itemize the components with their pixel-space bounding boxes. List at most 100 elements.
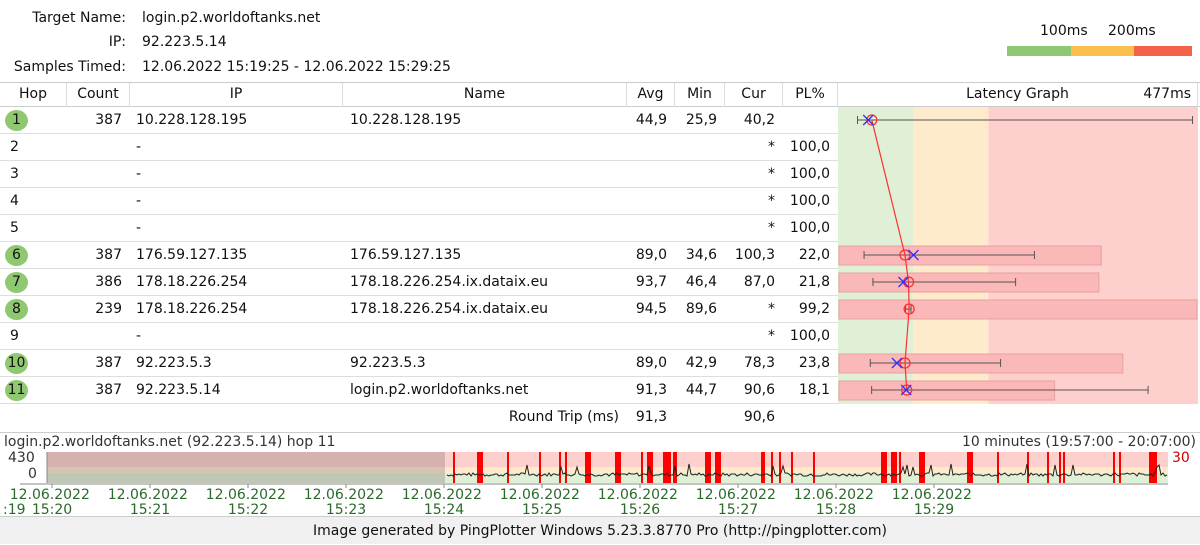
legend-100ms: 100ms — [1040, 23, 1088, 39]
cur-marker — [862, 114, 874, 126]
packet-loss-marker — [615, 452, 621, 483]
hop-ip: 178.18.226.254 — [136, 274, 248, 290]
table-row[interactable]: 2 - * 100,0 — [0, 134, 838, 161]
packet-loss-marker — [899, 452, 901, 483]
packet-loss-marker — [761, 452, 763, 483]
hop-ip: 10.228.128.195 — [136, 112, 248, 128]
packet-loss-marker — [891, 452, 897, 483]
hop-number-badge: 11 — [5, 380, 28, 401]
hop-number: 3 — [10, 166, 19, 182]
hop-number-badge: 1 — [5, 110, 28, 131]
x-tick-label: 12.06.2022 15:25 — [500, 487, 585, 517]
hop-ip: - — [136, 220, 142, 236]
hop-pl: 100,0 — [789, 220, 830, 236]
hop-cur: 90,6 — [743, 382, 775, 398]
hop-pl: 100,0 — [789, 193, 830, 209]
hop-ip: - — [136, 139, 142, 155]
legend-red — [1134, 46, 1192, 56]
packet-loss-marker — [565, 452, 567, 483]
packet-loss-marker — [971, 452, 973, 483]
col-cur[interactable]: Cur — [725, 83, 783, 107]
table-row[interactable]: 3 - * 100,0 — [0, 161, 838, 188]
table-row[interactable]: 11 387 92.223.5.14 login.p2.worldoftanks.… — [0, 377, 838, 404]
packet-loss-marker — [705, 452, 711, 483]
hop-count: 239 — [95, 301, 122, 317]
col-pl[interactable]: PL% — [783, 83, 838, 107]
packet-loss-marker — [477, 452, 483, 483]
x-tick-label: 12.06.2022 15:27 — [696, 487, 781, 517]
table-row[interactable]: 1 387 10.228.128.195 10.228.128.195 44,9 … — [0, 107, 838, 134]
footer-credit: Image generated by PingPlotter Windows 5… — [0, 516, 1200, 544]
table-row[interactable]: 8 239 178.18.226.254 178.18.226.254.ix.da… — [0, 296, 838, 323]
hop-number-badge: 6 — [5, 245, 28, 266]
round-trip-avg: 91,3 — [635, 409, 667, 425]
col-ip[interactable]: IP — [130, 83, 343, 107]
packet-loss-marker — [559, 452, 561, 483]
avg-marker — [901, 384, 913, 396]
hop-pl: 18,1 — [798, 382, 830, 398]
samples-range: 12.06.2022 15:19:25 - 12.06.2022 15:29:2… — [142, 59, 451, 75]
packet-loss-bar — [838, 299, 1198, 320]
latency-trace — [446, 463, 1168, 478]
hop-cur: * — [768, 166, 775, 182]
hop-count: 386 — [95, 274, 122, 290]
hop-cur: * — [768, 139, 775, 155]
hop-cur: 78,3 — [743, 355, 775, 371]
hop-cur: * — [768, 328, 775, 344]
col-count[interactable]: Count — [67, 83, 130, 107]
hop-ip: 178.18.226.254 — [136, 301, 248, 317]
hop-cur: 40,2 — [743, 112, 775, 128]
hop-count: 387 — [95, 382, 122, 398]
hop-count — [67, 188, 122, 214]
col-latency-graph[interactable]: Latency Graph 477ms — [838, 83, 1198, 107]
packet-loss-marker — [647, 452, 653, 483]
col-hop[interactable]: Hop — [0, 83, 67, 107]
cur-marker — [908, 249, 919, 261]
hop-avg: 44,9 — [635, 112, 667, 128]
table-row[interactable]: 10 387 92.223.5.3 92.223.5.3 89,0 42,9 78… — [0, 350, 838, 377]
hop-name: 92.223.5.3 — [350, 355, 426, 371]
hop-avg — [627, 161, 667, 187]
round-trip-row: Round Trip (ms) 91,3 90,6 — [0, 404, 838, 431]
packet-loss-marker — [1119, 452, 1121, 483]
hop-number-badge: 7 — [5, 272, 28, 293]
hop-pl: 23,8 — [798, 355, 830, 371]
hop-ip: - — [136, 166, 142, 182]
hop-number: 4 — [10, 193, 19, 209]
table-row[interactable]: 6 387 176.59.127.135 176.59.127.135 89,0 … — [0, 242, 838, 269]
latency-graph-title: Latency Graph — [966, 86, 1069, 102]
hop-avg: 93,7 — [635, 274, 667, 290]
round-trip-cur: 90,6 — [743, 409, 775, 425]
packet-loss-marker — [1113, 452, 1115, 483]
latency-graph-max: 477ms — [1143, 86, 1191, 102]
table-header: Hop Count IP Name Avg Min Cur PL% Latenc… — [0, 82, 1200, 107]
table-row[interactable]: 4 - * 100,0 — [0, 188, 838, 215]
timeline-title: login.p2.worldoftanks.net (92.223.5.14) … — [4, 434, 336, 450]
packet-loss-marker — [771, 452, 773, 483]
col-name[interactable]: Name — [343, 83, 627, 107]
hop-avg — [627, 323, 667, 349]
packet-loss-marker — [1063, 452, 1065, 483]
hop-count: 387 — [95, 112, 122, 128]
table-row[interactable]: 7 386 178.18.226.254 178.18.226.254.ix.da… — [0, 269, 838, 296]
col-avg[interactable]: Avg — [627, 83, 675, 107]
hop-count: 387 — [95, 247, 122, 263]
table-row[interactable]: 5 - * 100,0 — [0, 215, 838, 242]
col-min[interactable]: Min — [675, 83, 725, 107]
hop-number: 9 — [10, 328, 19, 344]
hop-min: 42,9 — [685, 355, 717, 371]
table-row[interactable]: 9 - * 100,0 — [0, 323, 838, 350]
packet-loss-marker — [675, 452, 677, 483]
ip-label: IP: — [108, 34, 126, 50]
hop-min — [675, 323, 717, 349]
hop-ip: 176.59.127.135 — [136, 247, 248, 263]
hop-min: 25,9 — [685, 112, 717, 128]
x-tick-label: 12.06.2022 15:22 — [206, 487, 291, 517]
hop-min — [675, 134, 717, 160]
hop-name: login.p2.worldoftanks.net — [350, 382, 529, 398]
pl-axis-label: 30 — [1172, 450, 1190, 466]
avg-marker — [899, 357, 911, 369]
hop-number-badge: 8 — [5, 299, 28, 320]
x-tick-label: 12.06.2022 15:21 — [108, 487, 193, 517]
hop-pl: 100,0 — [789, 139, 830, 155]
